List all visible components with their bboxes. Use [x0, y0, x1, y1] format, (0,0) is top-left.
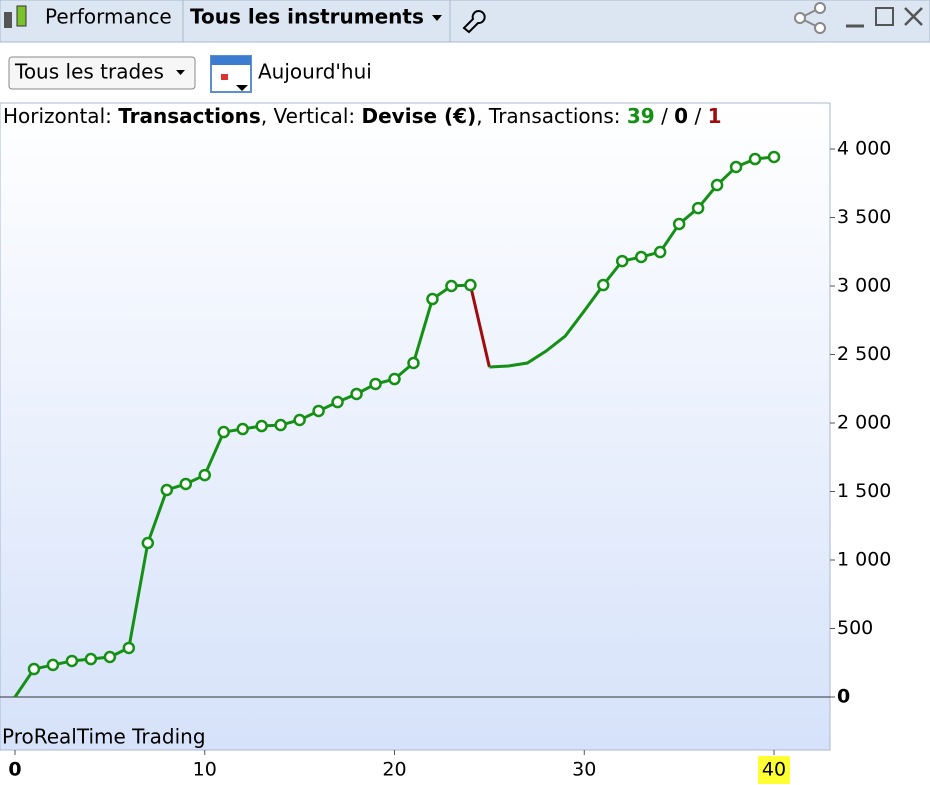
trade-marker	[596, 278, 610, 292]
current-highlight	[758, 756, 791, 784]
y-tick-label: 2 500	[837, 343, 891, 365]
equity-line	[489, 155, 775, 369]
loss-count: 1	[708, 104, 722, 128]
y-tick-label: 4 000	[837, 138, 891, 160]
trade-marker	[653, 245, 667, 259]
trade-marker	[103, 650, 117, 664]
close-button[interactable]	[904, 7, 923, 26]
x-tick-label: 30	[572, 759, 596, 781]
info-text: Devise (€)	[362, 104, 477, 128]
info-line: Horizontal: Transactions, Vertical: Devi…	[3, 104, 721, 128]
trade-marker	[407, 356, 420, 370]
toolbar	[0, 0, 930, 43]
trade-marker	[160, 483, 174, 497]
trade-marker	[710, 178, 724, 192]
trade-marker	[445, 279, 458, 293]
trades-select-label: Tous les trades	[14, 60, 164, 84]
y-tick-label: 500	[837, 617, 873, 639]
trade-marker	[46, 658, 60, 672]
x-tick-label: 40	[762, 759, 786, 781]
trade-marker	[350, 387, 363, 401]
y-tick-label: 3 000	[837, 275, 891, 297]
info-text: /	[694, 104, 701, 128]
trade-marker	[672, 217, 686, 231]
trade-marker	[27, 662, 41, 676]
info-text: , Transactions:	[476, 104, 620, 128]
trade-marker	[274, 418, 287, 432]
dropdown-arrow	[432, 15, 442, 21]
maximize-button[interactable]	[875, 7, 894, 26]
trade-marker	[122, 641, 136, 655]
x-tick-label: 10	[193, 759, 217, 781]
trade-marker	[65, 654, 79, 668]
info-text: /	[661, 104, 668, 128]
win-count: 39	[627, 104, 655, 128]
trade-marker	[748, 152, 762, 166]
x-tick-label: 20	[382, 759, 406, 781]
trade-marker	[634, 250, 648, 264]
performance-tab[interactable]: Performance	[45, 5, 172, 29]
trade-marker	[198, 468, 211, 482]
trade-marker	[236, 422, 249, 436]
trade-marker	[293, 413, 306, 427]
info-text: Transactions	[118, 104, 261, 128]
trade-marker	[369, 377, 382, 391]
dropdown-arrow	[176, 70, 185, 75]
trade-marker	[255, 419, 268, 433]
candle-icon	[4, 5, 27, 28]
y-tick-label: 1 000	[837, 548, 891, 570]
neutral-count: 0	[674, 104, 688, 128]
trade-marker	[464, 278, 477, 292]
y-tick-label: 1 500	[837, 480, 891, 502]
trade-marker	[426, 292, 439, 306]
trade-marker	[141, 536, 155, 550]
trade-marker	[615, 254, 629, 268]
y-tick-label: 2 000	[837, 412, 891, 434]
trade-marker	[388, 372, 401, 386]
trade-marker	[179, 477, 193, 491]
y-tick-label: 3 500	[837, 206, 891, 228]
date-button[interactable]: Aujourd'hui	[258, 60, 372, 84]
settings-icon[interactable]	[462, 10, 486, 34]
trades-select[interactable]	[8, 56, 196, 90]
instrument-select[interactable]: Tous les instruments	[190, 5, 424, 29]
equity-line	[468, 284, 491, 368]
trade-marker	[84, 652, 98, 666]
trade-marker	[691, 201, 705, 215]
trade-marker	[729, 160, 743, 174]
trade-marker	[217, 425, 230, 439]
trade-marker	[331, 395, 344, 409]
plot-area	[0, 102, 831, 751]
info-text: Horizontal:	[3, 104, 112, 128]
calendar-icon[interactable]	[210, 55, 252, 93]
y-tick-label: 0	[837, 685, 850, 707]
trade-marker	[767, 150, 781, 164]
trade-marker	[312, 404, 325, 418]
share-icon[interactable]	[794, 2, 826, 34]
watermark: ProRealTime Trading	[2, 725, 206, 749]
x-tick-label: 0	[8, 759, 21, 781]
info-text: , Vertical:	[261, 104, 355, 128]
